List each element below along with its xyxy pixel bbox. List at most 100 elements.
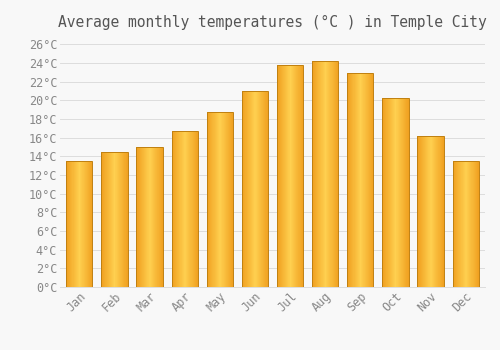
Bar <box>173 131 174 287</box>
Bar <box>336 61 337 287</box>
Bar <box>206 112 233 287</box>
Bar <box>362 73 363 287</box>
Bar <box>326 61 327 287</box>
Bar <box>283 65 284 287</box>
Bar <box>317 61 318 287</box>
Bar <box>84 161 85 287</box>
Bar <box>333 61 334 287</box>
Bar <box>231 112 232 287</box>
Bar <box>472 161 473 287</box>
Bar <box>347 73 348 287</box>
Bar <box>463 161 464 287</box>
Bar <box>353 73 354 287</box>
Bar <box>318 61 319 287</box>
Bar <box>230 112 231 287</box>
Bar <box>213 112 214 287</box>
Bar <box>146 147 147 287</box>
Bar <box>313 61 314 287</box>
Bar <box>227 112 228 287</box>
Bar <box>121 152 122 287</box>
Bar <box>218 112 219 287</box>
Bar <box>352 73 353 287</box>
Bar <box>325 61 326 287</box>
Bar <box>245 91 246 287</box>
Bar <box>431 136 432 287</box>
Bar <box>152 147 154 287</box>
Bar <box>256 91 257 287</box>
Bar <box>389 98 390 287</box>
Bar <box>159 147 160 287</box>
Bar <box>225 112 226 287</box>
Bar <box>206 112 207 287</box>
Bar <box>471 161 472 287</box>
Bar <box>102 152 128 287</box>
Bar <box>178 131 179 287</box>
Bar <box>277 65 278 287</box>
Bar <box>118 152 119 287</box>
Bar <box>180 131 181 287</box>
Bar <box>155 147 156 287</box>
Bar <box>74 161 75 287</box>
Bar <box>429 136 430 287</box>
Bar <box>265 91 266 287</box>
Bar <box>439 136 440 287</box>
Bar <box>288 65 289 287</box>
Bar <box>475 161 476 287</box>
Bar <box>207 112 208 287</box>
Bar <box>329 61 330 287</box>
Bar <box>244 91 245 287</box>
Bar <box>441 136 442 287</box>
Bar <box>104 152 105 287</box>
Bar <box>250 91 251 287</box>
Bar <box>252 91 253 287</box>
Bar <box>295 65 296 287</box>
Bar <box>136 147 162 287</box>
Bar <box>299 65 300 287</box>
Bar <box>137 147 138 287</box>
Bar <box>220 112 221 287</box>
Bar <box>76 161 77 287</box>
Bar <box>474 161 475 287</box>
Bar <box>103 152 104 287</box>
Bar <box>365 73 366 287</box>
Bar <box>219 112 220 287</box>
Bar <box>388 98 389 287</box>
Bar <box>82 161 83 287</box>
Bar <box>456 161 458 287</box>
Bar <box>312 61 338 287</box>
Bar <box>382 98 383 287</box>
Bar <box>397 98 398 287</box>
Bar <box>403 98 404 287</box>
Bar <box>114 152 115 287</box>
Bar <box>430 136 431 287</box>
Bar <box>418 136 419 287</box>
Bar <box>215 112 216 287</box>
Bar <box>85 161 86 287</box>
Bar <box>221 112 222 287</box>
Bar <box>452 161 453 287</box>
Bar <box>440 136 441 287</box>
Bar <box>357 73 358 287</box>
Bar <box>356 73 357 287</box>
Bar <box>89 161 90 287</box>
Bar <box>257 91 258 287</box>
Bar <box>217 112 218 287</box>
Bar <box>334 61 335 287</box>
Bar <box>229 112 230 287</box>
Bar <box>222 112 223 287</box>
Bar <box>69 161 70 287</box>
Bar <box>186 131 187 287</box>
Bar <box>371 73 372 287</box>
Bar <box>161 147 162 287</box>
Bar <box>140 147 141 287</box>
Bar <box>193 131 194 287</box>
Bar <box>123 152 124 287</box>
Bar <box>175 131 176 287</box>
Bar <box>88 161 89 287</box>
Bar <box>464 161 465 287</box>
Bar <box>367 73 368 287</box>
Bar <box>263 91 264 287</box>
Bar <box>424 136 425 287</box>
Bar <box>350 73 351 287</box>
Bar <box>81 161 82 287</box>
